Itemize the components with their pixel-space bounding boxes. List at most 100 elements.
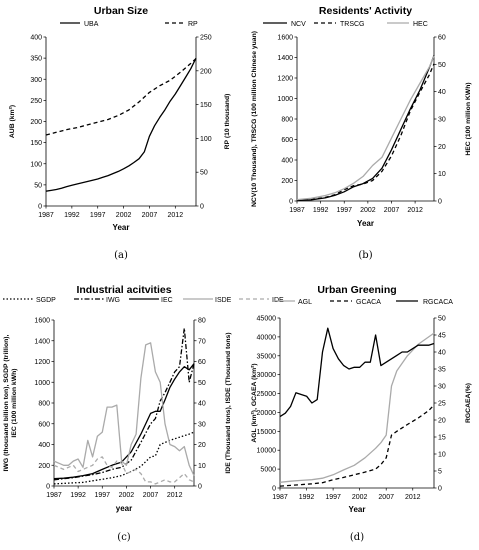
y-tick-label: 15000	[257, 429, 277, 436]
legend-label-iec: IEC	[161, 297, 173, 304]
x-tick-label: 1987	[272, 494, 288, 501]
legend-label-hec: HEC	[413, 21, 428, 28]
panel-d: Urban Greening AGL GCACA RGCACA 0 5000 10000 15…	[251, 284, 472, 543]
y-tick-label: 100	[30, 161, 42, 168]
x-tick-label: 2007	[142, 212, 158, 219]
y2-tick-label: 45	[438, 333, 446, 340]
series-line-trscg	[296, 63, 435, 201]
y2-tick-label: 50	[198, 380, 206, 387]
y-tick-label: 10000	[257, 448, 277, 455]
x-tick-label: 1997	[94, 492, 110, 499]
y-tick-label: 400	[281, 158, 293, 165]
panel-caption: (b)	[358, 250, 372, 261]
y2-tick-label: 60	[438, 35, 446, 42]
y-tick-label: 200	[30, 119, 42, 126]
y2-tick-label: 150	[200, 102, 212, 109]
y2-tick-label: 70	[198, 338, 206, 345]
x-tick-label: 2002	[352, 494, 368, 501]
y2-tick-label: 250	[200, 35, 212, 42]
panel-caption: (c)	[117, 532, 131, 543]
y2-tick-label: 20	[198, 442, 206, 449]
x-tick-label: 1992	[299, 494, 315, 501]
y-tick-label: 0	[38, 204, 42, 211]
series-line-iec	[53, 363, 195, 480]
y-tick-label: 300	[30, 77, 42, 84]
legend-label-ncv: NCV	[291, 21, 306, 28]
legend-label-rgcaca: RGCACA	[423, 299, 453, 306]
y-tick-label: 1400	[277, 55, 293, 62]
y-axis-label-line2: IEC (100 million kWh)	[11, 368, 18, 437]
y-tick-label: 1200	[277, 76, 293, 83]
panel-caption: (d)	[350, 532, 364, 543]
y-axis-label-line1: IWG (thousand billion ton), SGDP (trilli…	[3, 334, 10, 471]
y2-tick-label: 40	[198, 401, 206, 408]
x-axis-label: Year	[113, 223, 130, 232]
y2-tick-label: 15	[438, 435, 446, 442]
y-tick-label: 45000	[257, 316, 277, 323]
legend-label-isde: ISDE	[215, 297, 232, 304]
series-line-agl	[279, 332, 435, 483]
chart-title: Residents' Activity	[319, 5, 412, 17]
x-tick-label: 2012	[168, 212, 184, 219]
series-line-rp	[45, 58, 197, 136]
x-tick-label: 2002	[360, 207, 376, 214]
y-tick-label: 600	[38, 421, 50, 428]
y-axis-label: IWG (thousand billion ton), SGDP (trilli…	[3, 334, 18, 471]
x-tick-label: 2002	[119, 492, 135, 499]
chart-title: Industrial acitvities	[76, 284, 171, 296]
y2-tick-label: 30	[198, 421, 206, 428]
y2-axis-label: HEC (100 million KWh)	[465, 82, 472, 155]
y2-tick-label: 10	[198, 463, 206, 470]
y2-tick-label: 30	[438, 384, 446, 391]
y-tick-label: 600	[281, 137, 293, 144]
y2-tick-label: 0	[200, 204, 204, 211]
y2-tick-label: 10	[438, 171, 446, 178]
y2-tick-label: 10	[438, 452, 446, 459]
y-tick-label: 0	[289, 199, 293, 206]
y2-tick-label: 60	[198, 359, 206, 366]
y-tick-label: 25000	[257, 391, 277, 398]
y-tick-label: 1200	[34, 359, 50, 366]
y-axis-label: AUB (km²)	[9, 105, 16, 138]
y-tick-label: 1000	[277, 96, 293, 103]
y2-tick-label: 100	[200, 136, 212, 143]
legend-label-sgdp: SGDP	[36, 297, 56, 304]
y-tick-label: 800	[281, 117, 293, 124]
x-tick-label: 1997	[90, 212, 106, 219]
y2-tick-label: 80	[198, 318, 206, 325]
x-tick-label: 1997	[325, 494, 341, 501]
y2-tick-label: 35	[438, 367, 446, 374]
x-tick-label: 1987	[46, 492, 62, 499]
y-tick-label: 1600	[277, 35, 293, 42]
y-tick-label: 200	[38, 463, 50, 470]
y-tick-label: 350	[30, 56, 42, 63]
series-line-hec	[296, 55, 435, 201]
x-tick-label: 1987	[289, 207, 305, 214]
legend-label-trscg: TRSCG	[340, 21, 365, 28]
x-tick-label: 2012	[405, 494, 421, 501]
y-tick-label: 0	[46, 484, 50, 491]
series-line-sgdp	[53, 431, 195, 485]
legend-label-gcaca: GCACA	[356, 299, 381, 306]
y-tick-label: 800	[38, 401, 50, 408]
y2-tick-label: 50	[438, 316, 446, 323]
series-line-ncv	[296, 55, 435, 202]
x-tick-label: 1992	[70, 492, 86, 499]
x-tick-label: 2007	[384, 207, 400, 214]
x-tick-label: 1992	[313, 207, 329, 214]
y2-tick-label: 20	[438, 418, 446, 425]
series-line-iwg	[53, 327, 195, 481]
y-tick-label: 250	[30, 98, 42, 105]
y2-tick-label: 40	[438, 350, 446, 357]
x-axis-label: Year	[357, 219, 374, 228]
y2-axis-label: RGCAEA(%)	[465, 383, 472, 423]
x-tick-label: 1997	[336, 207, 352, 214]
y-tick-label: 20000	[257, 410, 277, 417]
y-tick-label: 400	[30, 35, 42, 42]
y2-tick-label: 30	[438, 117, 446, 124]
x-tick-label: 1992	[64, 212, 80, 219]
series-line-gcaca	[279, 404, 435, 487]
